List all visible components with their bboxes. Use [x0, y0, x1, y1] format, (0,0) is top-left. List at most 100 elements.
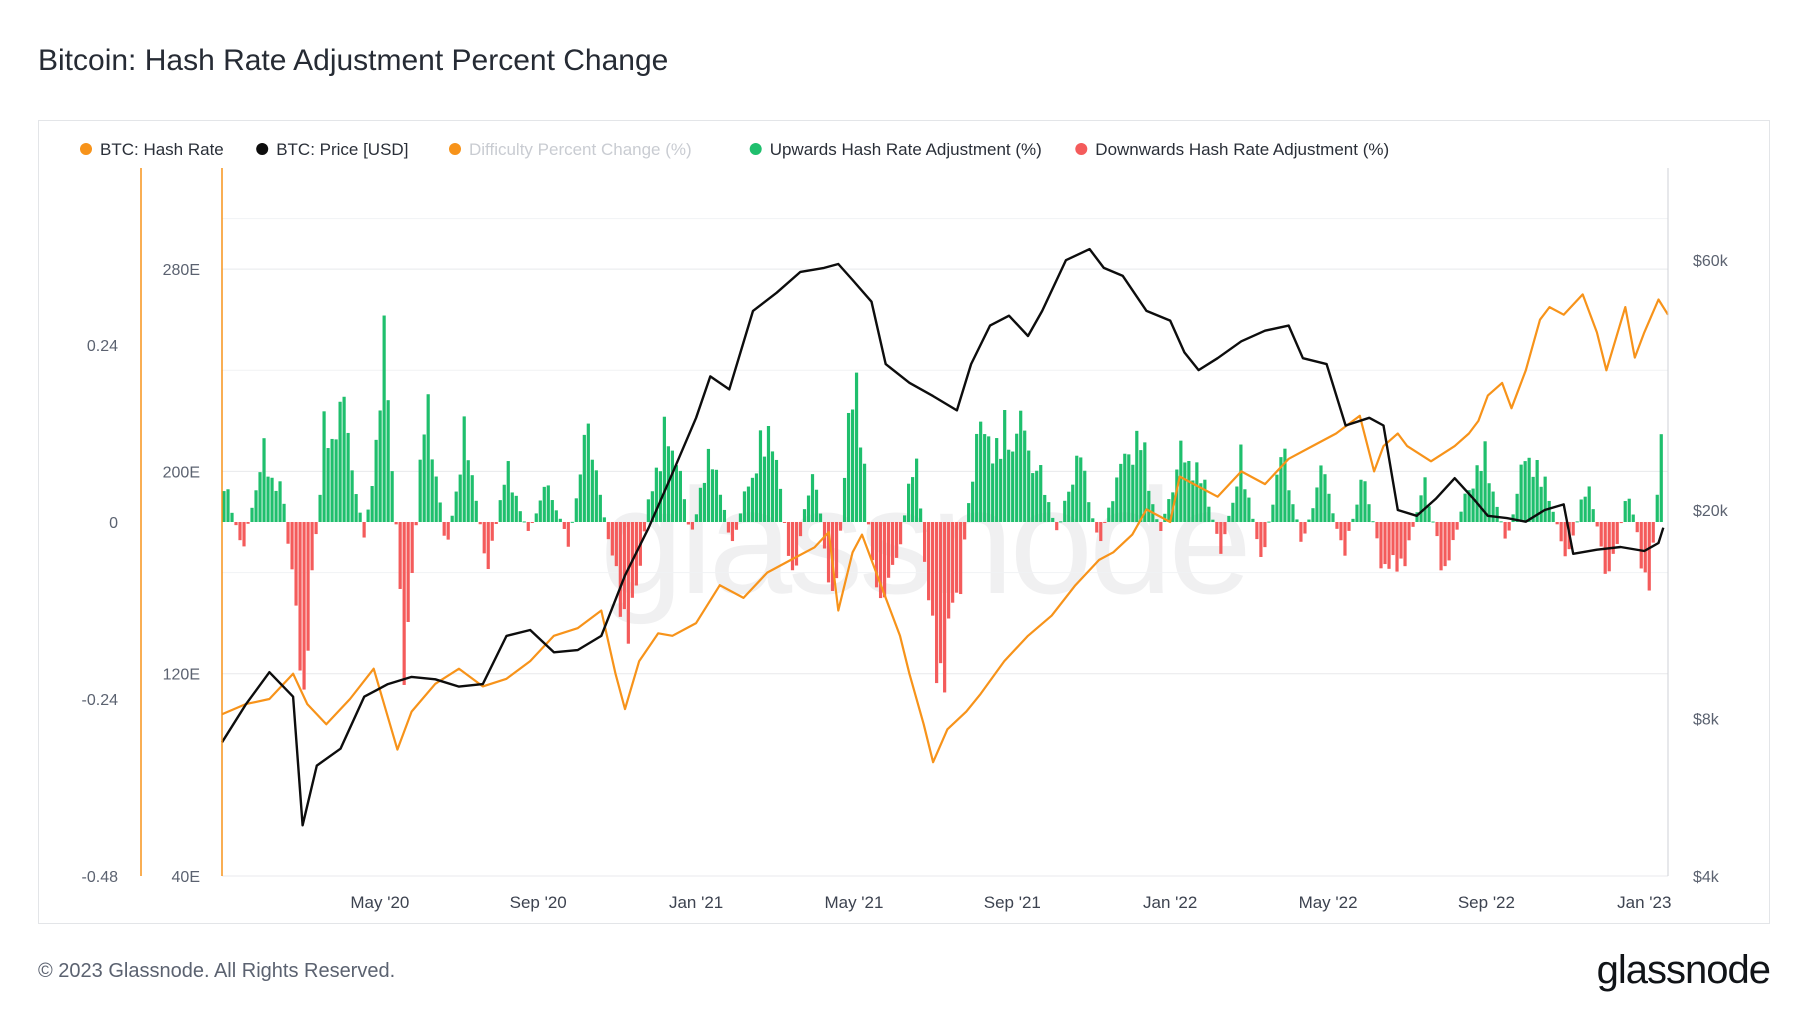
adjustment-bar — [1027, 450, 1031, 522]
adjustment-tick-label: -0.24 — [82, 692, 119, 709]
adjustment-bar — [1335, 522, 1339, 529]
legend-marker — [256, 143, 269, 155]
adjustment-bar — [438, 502, 442, 522]
adjustment-bar — [1275, 474, 1279, 522]
adjustment-bar — [690, 522, 695, 530]
adjustment-bar — [1543, 476, 1547, 522]
adjustment-bar — [1091, 518, 1095, 522]
adjustment-bar — [246, 522, 250, 524]
adjustment-bar — [286, 522, 290, 544]
adjustment-bar — [1259, 522, 1263, 557]
adjustment-bar — [1211, 519, 1215, 522]
adjustment-bar — [923, 522, 927, 562]
adjustment-bar — [1383, 522, 1387, 565]
adjustment-bar — [338, 401, 342, 522]
adjustment-bar — [718, 494, 723, 522]
adjustment-bar — [1355, 504, 1359, 522]
adjustment-bar — [1195, 462, 1199, 522]
adjustment-bar — [971, 481, 975, 522]
adjustment-bar — [250, 507, 254, 522]
adjustment-bar — [454, 491, 458, 522]
adjustment-bar — [1343, 522, 1347, 556]
adjustment-bar — [1183, 462, 1187, 522]
footer-logo[interactable]: glassnode — [1596, 948, 1771, 992]
adjustment-bar — [1159, 522, 1163, 531]
adjustment-bar — [1035, 470, 1039, 522]
adjustment-bar — [1271, 504, 1275, 522]
adjustment-bar — [266, 476, 270, 522]
adjustment-bar — [254, 490, 258, 522]
adjustment-bar — [510, 492, 514, 522]
legend-item[interactable]: Upwards Hash Rate Adjustment (%) — [749, 140, 1042, 159]
adjustment-bar — [722, 509, 727, 522]
legend-marker — [449, 143, 461, 155]
adjustment-bar — [1643, 522, 1647, 573]
adjustment-bar — [234, 522, 238, 526]
adjustment-bar — [526, 522, 530, 531]
legend-item[interactable]: Difficulty Percent Change (%) — [449, 140, 692, 159]
adjustment-bar — [1331, 513, 1335, 522]
adjustment-bar — [374, 439, 378, 522]
adjustment-bar — [530, 522, 534, 523]
adjustment-bar — [658, 471, 662, 522]
adjustment-bar — [702, 482, 707, 522]
legend-item[interactable]: BTC: Hash Rate — [80, 140, 224, 159]
adjustment-bar — [1251, 518, 1255, 522]
adjustment-bar — [1059, 521, 1063, 523]
legend-item[interactable]: BTC: Price [USD] — [256, 140, 408, 159]
adjustment-bar — [426, 394, 430, 522]
adjustment-bar — [590, 459, 594, 522]
adjustment-bar — [766, 426, 771, 522]
adjustment-bar — [770, 451, 775, 522]
adjustment-bar — [1215, 522, 1219, 534]
adjustment-bar — [610, 522, 614, 556]
adjustment-bar — [943, 522, 947, 693]
adjustment-bar — [1207, 506, 1211, 522]
adjustment-bar — [650, 491, 654, 522]
adjustment-bar — [782, 522, 787, 524]
adjustment-bar — [1111, 501, 1115, 522]
adjustment-bar — [786, 522, 791, 556]
adjustment-bar — [1655, 494, 1659, 522]
adjustment-bars — [222, 315, 1663, 693]
legend: BTC: Hash Rate BTC: Price [USD] Difficulty… — [80, 140, 1389, 159]
adjustment-bar — [1087, 502, 1091, 522]
adjustment-bar — [1447, 522, 1451, 561]
price-tick-label: $4k — [1693, 869, 1720, 886]
adjustment-bar — [1455, 522, 1459, 530]
adjustment-bar — [1167, 499, 1171, 522]
adjustment-bar — [742, 491, 747, 522]
adjustment-bar — [1359, 479, 1363, 522]
adjustment-bar — [1007, 449, 1011, 522]
adjustment-bar — [1291, 504, 1295, 522]
axes: -0.48 -0.24 0 0.24 40E 120E 200E 280E $4k $8k $20k… — [82, 168, 1729, 912]
adjustment-bar — [1367, 504, 1371, 522]
adjustment-bar — [1055, 522, 1059, 531]
adjustment-bar — [983, 434, 987, 522]
adjustment-bar — [290, 522, 294, 570]
adjustment-bar — [514, 495, 518, 522]
adjustment-bar — [1411, 522, 1415, 527]
legend-marker — [1075, 143, 1088, 155]
adjustment-bar — [562, 522, 566, 529]
adjustment-bar — [842, 477, 847, 522]
adjustment-bar — [870, 522, 875, 561]
adjustment-bar — [414, 522, 418, 526]
legend-marker — [80, 143, 92, 155]
adjustment-bar — [646, 499, 650, 522]
adjustment-bar — [606, 522, 610, 540]
adjustment-bar — [362, 522, 366, 538]
adjustment-bar — [1459, 511, 1463, 522]
adjustment-bar — [726, 522, 731, 533]
adjustment-bar — [915, 458, 919, 522]
price-tick-label: $20k — [1693, 503, 1729, 520]
adjustment-bar — [1659, 434, 1663, 522]
adjustment-bar — [1147, 490, 1151, 522]
x-tick-label: Sep '21 — [984, 893, 1041, 912]
adjustment-bar — [1347, 522, 1351, 531]
adjustment-bar — [482, 522, 486, 554]
hashrate-line — [221, 293, 1669, 764]
adjustment-bar — [1575, 521, 1579, 523]
legend-item[interactable]: Downwards Hash Rate Adjustment (%) — [1075, 140, 1389, 159]
adjustment-bar — [890, 522, 895, 565]
